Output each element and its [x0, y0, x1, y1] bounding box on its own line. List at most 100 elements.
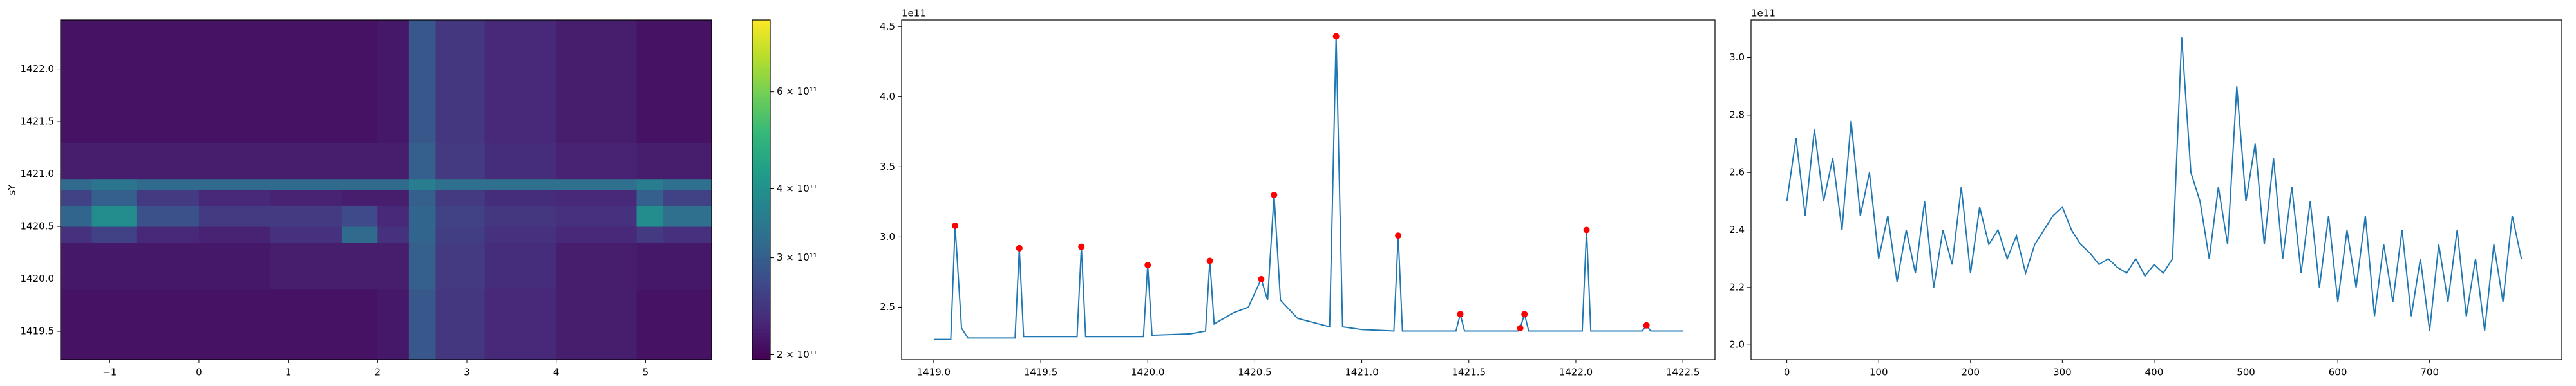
colorbar-segment — [752, 193, 770, 198]
heatmap-cell — [636, 242, 664, 290]
heatmap-cell — [270, 179, 343, 190]
colorbar-segment — [752, 210, 770, 214]
heatmap-cell — [556, 226, 638, 243]
colorbar-segment — [752, 149, 770, 153]
x-tick-label: 1422.0 — [1559, 367, 1593, 378]
colorbar-segment — [752, 223, 770, 228]
heatmap-cell — [136, 289, 200, 360]
colorbar-segment — [752, 179, 770, 184]
heatmap-cell — [270, 190, 343, 206]
colorbar-segment — [752, 244, 770, 248]
line-series — [933, 36, 1683, 340]
heatmap-cell — [636, 142, 664, 180]
colorbar-segment — [752, 339, 770, 344]
heatmap-cell — [91, 205, 137, 227]
colorbar-segment — [752, 196, 770, 201]
colorbar-segment — [752, 257, 770, 262]
heatmap-cell — [377, 289, 410, 360]
colorbar-segment — [752, 349, 770, 354]
y-tick-label: 1419.5 — [21, 326, 55, 337]
x-tick-label: 0 — [196, 367, 202, 378]
heatmap-cell — [198, 289, 271, 360]
heatmap-cell — [636, 190, 664, 206]
x-tick-label: 300 — [2053, 367, 2072, 378]
heatmap-cell — [61, 179, 93, 190]
colorbar-segment — [752, 64, 770, 68]
heatmap-cell — [198, 226, 271, 243]
colorbar-segment — [752, 278, 770, 282]
y-tick-label: 1421.5 — [21, 116, 55, 127]
heatmap-cell — [435, 190, 486, 206]
colorbar-segment — [752, 30, 770, 34]
heatmap-cell — [91, 20, 137, 143]
colorbar-segment — [752, 291, 770, 296]
heatmap-cell — [341, 242, 378, 290]
colorbar-segment — [752, 241, 770, 245]
heatmap-cell — [636, 20, 664, 143]
heatmap-cell — [663, 226, 712, 243]
x-tick-label: 100 — [1870, 367, 1888, 378]
heatmap-cell — [636, 205, 664, 227]
colorbar-segment — [752, 87, 770, 92]
heatmap-cell — [270, 242, 343, 290]
x-tick-label: 3 — [464, 367, 470, 378]
heatmap-cell — [484, 226, 557, 243]
colorbar-segment — [752, 268, 770, 272]
colorbar-segment — [752, 111, 770, 116]
x-tick-label: −1 — [102, 367, 117, 378]
colorbar-tick-label: 4 × 10¹¹ — [777, 183, 817, 194]
x-tick-label: 400 — [2145, 367, 2164, 378]
heatmap-cell — [136, 179, 200, 190]
x-tick-label: 200 — [1961, 367, 1980, 378]
heatmap-cell — [61, 190, 93, 206]
colorbar-segment — [752, 159, 770, 163]
colorbar-segment — [752, 118, 770, 122]
heatmap-cell — [198, 242, 271, 290]
colorbar-segment — [752, 108, 770, 113]
colorbar-segment — [752, 264, 770, 269]
colorbar-segment — [752, 26, 770, 31]
colorbar-segment — [752, 302, 770, 306]
colorbar-segment — [752, 288, 770, 292]
colorbar-segment — [752, 213, 770, 217]
heatmap-cell — [435, 242, 486, 290]
heatmap-cell — [484, 289, 557, 360]
y-tick-label: 1420.5 — [21, 221, 55, 232]
colorbar-frame — [752, 19, 771, 360]
colorbar-segment — [752, 234, 770, 238]
heatmap-cell — [408, 190, 436, 206]
x-tick-label: 2 — [375, 367, 381, 378]
heatmap-cell — [408, 142, 436, 180]
x-tick-label: 600 — [2329, 367, 2347, 378]
colorbar-segment — [752, 37, 770, 41]
colorbar-segment — [752, 332, 770, 336]
x-tick-label: 500 — [2237, 367, 2255, 378]
x-tick-label: 1422.5 — [1666, 367, 1700, 378]
axes-frame — [1750, 19, 2562, 360]
colorbar-segment — [752, 227, 770, 231]
colorbar-segment — [752, 237, 770, 241]
heatmap-cell — [91, 242, 137, 290]
colorbar-segment — [752, 190, 770, 194]
colorbar-segment — [752, 220, 770, 225]
heatmap-cell — [91, 179, 137, 190]
colorbar-segment — [752, 40, 770, 44]
colorbar-segment — [752, 135, 770, 140]
y-tick-label: 2.8 — [1729, 109, 1745, 120]
y-tick-label: 2.5 — [880, 301, 895, 313]
colorbar-segment — [752, 74, 770, 78]
y-tick-label: 2.2 — [1729, 281, 1745, 293]
y-tick-label: 2.4 — [1729, 224, 1745, 235]
heatmap-cell — [408, 179, 436, 190]
y-tick-label: 3.5 — [880, 161, 895, 172]
heatmap-cell — [270, 289, 343, 360]
heatmap-cell — [435, 205, 486, 227]
colorbar-segment — [752, 71, 770, 75]
x-tick-label: 5 — [643, 367, 649, 378]
peak-marker — [1271, 191, 1278, 198]
heatmap-cell — [663, 242, 712, 290]
heatmap-cell — [341, 142, 378, 180]
y-axis-label: sY — [6, 184, 18, 196]
colorbar-segment — [752, 298, 770, 302]
heatmap-cell — [91, 142, 137, 180]
